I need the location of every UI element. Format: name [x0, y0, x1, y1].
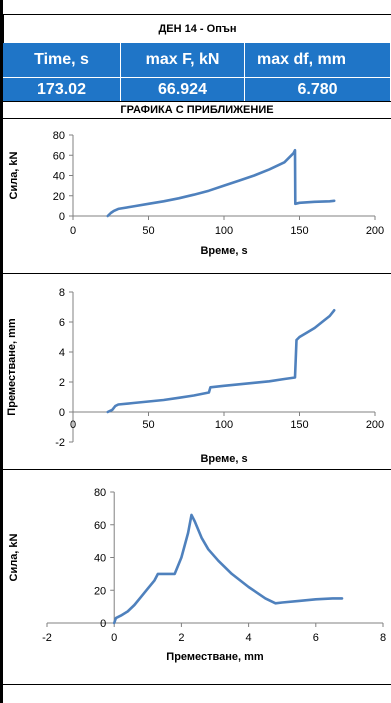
left-frame-border — [0, 0, 3, 703]
value-max-displacement: 6.780 — [245, 77, 391, 101]
y-tick-label: 4 — [59, 347, 65, 359]
y-tick-label: 40 — [53, 171, 65, 183]
y-tick-label: 0 — [59, 407, 65, 419]
series-line — [106, 308, 336, 414]
value-max-force: 66.924 — [121, 77, 245, 101]
y-tick-label: 20 — [53, 191, 65, 203]
value-time: 173.02 — [3, 77, 121, 101]
x-tick-label: 0 — [70, 419, 76, 431]
x-axis-title: Време, s — [200, 453, 247, 465]
y-tick-label: 60 — [94, 520, 106, 532]
y-axis-title: Сила, kN — [8, 151, 20, 199]
series-line — [112, 513, 344, 625]
header-max-displacement: max df, mm — [245, 43, 391, 77]
x-tick-label: 2 — [178, 632, 184, 644]
report-title: ДЕН 14 - Опън — [3, 14, 391, 43]
y-tick-label: 80 — [53, 130, 65, 142]
x-tick-label: 100 — [215, 419, 233, 431]
header-time: Time, s — [3, 43, 121, 77]
y-tick-label: 80 — [94, 487, 106, 499]
chart-panel-force-time: 0 20 40 60 80 0 50 100 150 200 Време, s Сила, kN — [3, 119, 391, 274]
y-tick-label: 40 — [94, 553, 106, 565]
section-title: ГРАФИКА С ПРИБЛИЖЕНИЕ — [3, 101, 391, 119]
x-tick-label: 200 — [366, 225, 384, 237]
y-tick-label: 2 — [59, 377, 65, 389]
chart-force-vs-displacement: 0 20 40 60 80 -2 0 2 4 6 8 Преместване, mm Сила, kN — [8, 487, 386, 663]
y-tick-label: 6 — [59, 317, 65, 329]
y-tick-label: 20 — [94, 585, 106, 597]
chart-displacement-vs-time: -2 0 2 4 6 8 0 50 100 150 200 Време, s Преместване, … — [6, 287, 384, 465]
x-tick-label: 150 — [290, 225, 308, 237]
x-tick-label: 0 — [111, 632, 117, 644]
x-axis-title: Преместване, mm — [166, 651, 264, 663]
x-tick-label: -2 — [42, 632, 52, 644]
chart-panel-force-displacement: 0 20 40 60 80 -2 0 2 4 6 8 Преместване, mm Сила, kN — [3, 470, 391, 685]
y-tick-label: -2 — [55, 437, 65, 449]
x-tick-label: 4 — [246, 632, 252, 644]
y-tick-label: 8 — [59, 287, 65, 299]
x-tick-label: 50 — [142, 419, 154, 431]
x-tick-label: 150 — [290, 419, 308, 431]
series-line — [106, 148, 336, 218]
header-max-force: max F, kN — [121, 43, 245, 77]
x-tick-label: 200 — [366, 419, 384, 431]
y-axis-title: Сила, kN — [8, 533, 20, 581]
x-axis-title: Време, s — [200, 245, 247, 257]
chart-panel-displacement-time: -2 0 2 4 6 8 0 50 100 150 200 Време, s Преместване, … — [3, 274, 391, 470]
y-tick-label: 0 — [100, 618, 106, 630]
chart-force-vs-time: 0 20 40 60 80 0 50 100 150 200 Време, s Сила, kN — [8, 130, 384, 257]
y-axis-title: Преместване, mm — [6, 318, 18, 416]
x-tick-label: 100 — [215, 225, 233, 237]
y-tick-label: 60 — [53, 150, 65, 162]
x-tick-label: 50 — [142, 225, 154, 237]
x-tick-label: 8 — [380, 632, 386, 644]
x-tick-label: 0 — [70, 225, 76, 237]
x-tick-label: 6 — [313, 632, 319, 644]
y-tick-label: 0 — [59, 211, 65, 223]
